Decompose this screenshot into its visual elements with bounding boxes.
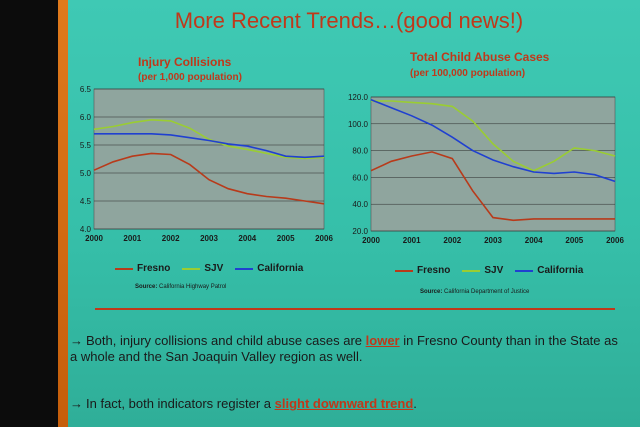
bullet-2-text-pre: In fact, both indicators register a xyxy=(86,396,275,411)
series-line-sjv xyxy=(93,118,325,160)
legend-label: Fresno xyxy=(137,263,171,274)
x-tick-label: 2003 xyxy=(484,236,502,245)
chart-1-source-label: Source: xyxy=(135,284,158,290)
legend-swatch xyxy=(462,269,481,272)
x-tick-label: 2006 xyxy=(315,234,333,243)
series-line-fresno xyxy=(93,152,325,205)
chart-2-source-text: California Department of Justice xyxy=(444,289,530,295)
x-tick-label: 2005 xyxy=(565,236,583,245)
x-tick-label: 2002 xyxy=(443,236,461,245)
x-tick-label: 2000 xyxy=(85,234,103,243)
chart-1-source: Source: California Highway Patrol xyxy=(135,284,226,290)
legend-label: Fresno xyxy=(417,265,451,276)
legend-item-california: California xyxy=(515,265,583,276)
x-tick-label: 2000 xyxy=(362,236,380,245)
legend-swatch xyxy=(115,267,133,270)
x-tick-label: 2001 xyxy=(123,234,141,243)
x-tick-label: 2005 xyxy=(277,234,295,243)
legend-item-california: California xyxy=(235,263,303,274)
legend-item-sjv: SJV xyxy=(462,265,503,276)
bullet-1-emphasis: lower xyxy=(365,333,400,348)
chart-2-child-abuse-cases: 20.0 40.0 60.0 80.0 100.0 120.0 2000 2001 2002 20… xyxy=(348,93,624,245)
plot-area xyxy=(93,88,325,230)
chart-2-legend: Fresno SJV California xyxy=(395,265,583,276)
plot-area xyxy=(370,96,616,232)
chart-1-subtitle: (per 1,000 population) xyxy=(138,72,242,83)
y-tick-label: 4.5 xyxy=(80,197,92,206)
legend-item-fresno: Fresno xyxy=(395,265,450,276)
legend-swatch xyxy=(515,269,534,272)
x-tick-label: 2006 xyxy=(606,236,624,245)
chart-1-title: Injury Collisions xyxy=(138,55,232,69)
chart-1-source-text: California Highway Patrol xyxy=(159,284,227,290)
y-tick-label: 6.5 xyxy=(80,85,92,94)
bullet-2-text-post: . xyxy=(413,396,417,411)
legend-label: California xyxy=(537,265,584,276)
bullet-2-emphasis: slight downward trend xyxy=(274,396,414,411)
arrow-icon: → xyxy=(70,333,83,348)
legend-item-fresno: Fresno xyxy=(115,263,170,274)
x-tick-label: 2004 xyxy=(238,234,256,243)
series-line-california xyxy=(370,98,616,183)
y-tick-label: 40.0 xyxy=(352,200,368,209)
legend-label: California xyxy=(257,263,304,274)
chart-2-source-label: Source: xyxy=(420,289,443,295)
bullet-2: → In fact, both indicators register a sli… xyxy=(70,396,625,412)
section-divider xyxy=(95,308,615,310)
legend-swatch xyxy=(182,267,201,270)
legend-item-sjv: SJV xyxy=(182,263,223,274)
y-tick-label: 4.0 xyxy=(80,225,92,234)
series-line-fresno xyxy=(370,151,615,222)
slide-title: More Recent Trends…(good news!) xyxy=(174,8,524,33)
y-tick-label: 100.0 xyxy=(348,120,369,129)
y-tick-label: 6.0 xyxy=(80,113,92,122)
legend-swatch xyxy=(235,267,254,270)
legend-label: SJV xyxy=(484,265,504,276)
chart-2-title: Total Child Abuse Cases xyxy=(410,50,550,64)
legend-swatch xyxy=(395,269,413,272)
accent-stripe xyxy=(58,0,68,427)
bullet-1-text-post: in Fresno County than in the State as a … xyxy=(70,333,618,364)
x-tick-label: 2002 xyxy=(162,234,180,243)
y-tick-label: 20.0 xyxy=(352,227,368,236)
chart-2-subtitle: (per 100,000 population) xyxy=(410,68,526,79)
legend-label: SJV xyxy=(204,263,224,274)
x-tick-label: 2003 xyxy=(200,234,218,243)
y-tick-label: 60.0 xyxy=(352,173,368,182)
y-tick-label: 5.5 xyxy=(80,141,92,150)
y-tick-label: 5.0 xyxy=(80,169,92,178)
x-tick-label: 2001 xyxy=(403,236,421,245)
series-line-california xyxy=(94,132,325,159)
y-tick-label: 120.0 xyxy=(348,93,369,102)
chart-1-legend: Fresno SJV California xyxy=(115,263,303,274)
chart-2-source: Source: California Department of Justice xyxy=(420,289,529,295)
bullet-1-text-pre: Both, injury collisions and child abuse … xyxy=(86,333,366,348)
bullet-1: → Both, injury collisions and child abuse… xyxy=(70,333,625,365)
chart-1-injury-collisions: 4.0 4.5 5.0 5.5 6.0 6.5 2000 2001 2002 2003 2004 20… xyxy=(80,85,334,243)
arrow-icon: → xyxy=(70,396,83,411)
series-line-sjv xyxy=(371,100,616,172)
x-tick-label: 2004 xyxy=(525,236,543,245)
y-tick-label: 80.0 xyxy=(352,147,368,156)
